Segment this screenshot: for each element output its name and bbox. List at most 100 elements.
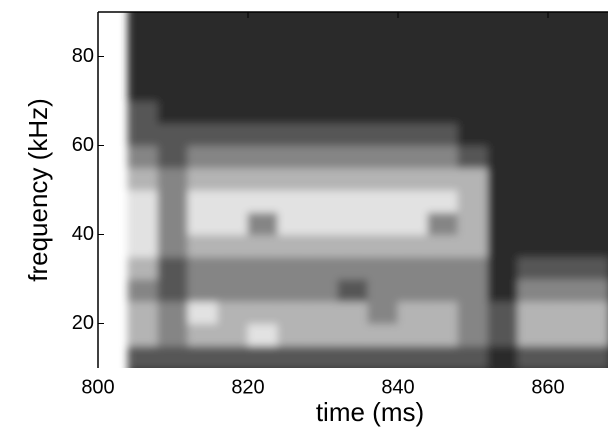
- cell: [157, 234, 189, 258]
- cell: [457, 211, 489, 235]
- cell: [547, 278, 579, 302]
- cell: [247, 300, 279, 324]
- cell: [367, 122, 399, 146]
- cell: [427, 323, 459, 347]
- cell: [547, 78, 579, 102]
- cell: [547, 300, 579, 324]
- cell: [157, 100, 189, 124]
- cell: [337, 12, 369, 35]
- cell: [487, 78, 519, 102]
- cell: [427, 12, 459, 35]
- cell: [367, 234, 399, 258]
- cell: [337, 278, 369, 302]
- cell: [217, 78, 249, 102]
- cell: [127, 256, 159, 280]
- cell: [247, 100, 279, 124]
- cell: [187, 78, 219, 102]
- cell: [547, 234, 579, 258]
- cell: [517, 145, 549, 169]
- cell: [427, 300, 459, 324]
- cell: [337, 145, 369, 169]
- cell: [457, 323, 489, 347]
- cell: [127, 234, 159, 258]
- cell: [487, 345, 519, 368]
- cell: [397, 145, 429, 169]
- cell: [307, 145, 339, 169]
- cell: [457, 300, 489, 324]
- cell: [577, 122, 608, 146]
- cell: [397, 33, 429, 57]
- cell: [517, 300, 549, 324]
- y-axis-label: frequency (kHz): [23, 98, 53, 282]
- cell: [277, 56, 309, 80]
- cell: [127, 300, 159, 324]
- cell: [427, 33, 459, 57]
- cell: [127, 56, 159, 80]
- cell: [547, 145, 579, 169]
- cell: [547, 256, 579, 280]
- cell: [127, 100, 159, 124]
- cell: [337, 56, 369, 80]
- cell: [367, 56, 399, 80]
- cell: [367, 323, 399, 347]
- cell: [457, 78, 489, 102]
- cell: [517, 12, 549, 35]
- cell: [157, 300, 189, 324]
- cell: [187, 33, 219, 57]
- cell: [157, 278, 189, 302]
- x-tick-label: 800: [81, 376, 114, 398]
- cells: [127, 12, 608, 368]
- cell: [187, 145, 219, 169]
- cell: [337, 323, 369, 347]
- cell: [337, 300, 369, 324]
- cell: [127, 145, 159, 169]
- cell: [277, 300, 309, 324]
- cell: [427, 78, 459, 102]
- cell: [457, 234, 489, 258]
- x-tick-label: 820: [231, 376, 264, 398]
- cell: [397, 122, 429, 146]
- cell: [307, 56, 339, 80]
- cell: [157, 323, 189, 347]
- cell: [127, 323, 159, 347]
- cell: [457, 189, 489, 213]
- cell: [487, 234, 519, 258]
- cell: [547, 167, 579, 191]
- cell: [157, 145, 189, 169]
- cell: [187, 100, 219, 124]
- cell: [577, 256, 608, 280]
- cell: [187, 122, 219, 146]
- cell: [367, 300, 399, 324]
- cell: [157, 33, 189, 57]
- cell: [577, 234, 608, 258]
- cell: [517, 122, 549, 146]
- y-tick-label: 20: [72, 312, 94, 334]
- cell: [247, 122, 279, 146]
- cell: [157, 256, 189, 280]
- cell: [217, 234, 249, 258]
- cell: [427, 122, 459, 146]
- cell: [367, 211, 399, 235]
- cell: [277, 100, 309, 124]
- cell: [397, 345, 429, 368]
- cell: [127, 78, 159, 102]
- cell: [517, 234, 549, 258]
- cell: [307, 189, 339, 213]
- cell: [577, 33, 608, 57]
- cell: [427, 167, 459, 191]
- cell: [307, 100, 339, 124]
- cell: [577, 189, 608, 213]
- cell: [517, 278, 549, 302]
- cell: [307, 167, 339, 191]
- cell: [367, 100, 399, 124]
- cell: [577, 300, 608, 324]
- cell: [187, 56, 219, 80]
- cell: [457, 256, 489, 280]
- cell: [307, 300, 339, 324]
- cell: [427, 100, 459, 124]
- cell: [397, 78, 429, 102]
- cell: [457, 122, 489, 146]
- cell: [277, 211, 309, 235]
- cell: [487, 300, 519, 324]
